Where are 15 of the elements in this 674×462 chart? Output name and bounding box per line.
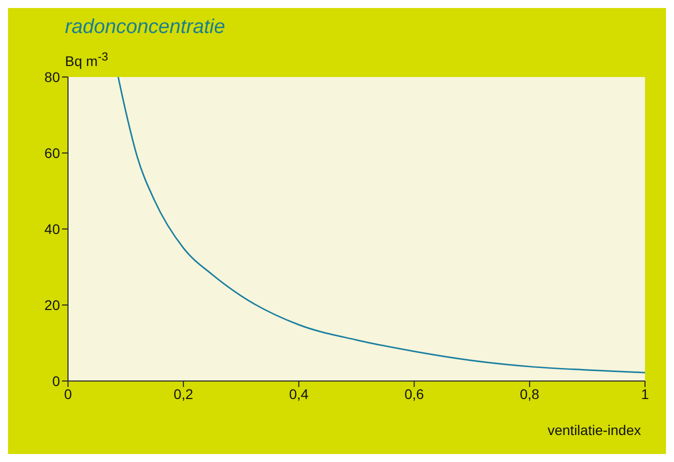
y-tick-label: 80 xyxy=(44,68,60,85)
y-tick-label: 20 xyxy=(44,296,60,313)
x-tick-label: 0,6 xyxy=(404,386,424,402)
y-tick-label: 40 xyxy=(44,220,60,237)
x-axis-title: ventilatie-index xyxy=(548,422,641,438)
line-series xyxy=(117,77,645,374)
chart-title: radonconcentratie xyxy=(65,16,226,39)
x-tick-label: 0 xyxy=(64,386,72,402)
x-tick-label: 1 xyxy=(641,386,650,402)
y-tick-label: 0 xyxy=(52,372,60,389)
x-tick-label: 0,2 xyxy=(174,386,194,402)
y-axis-title: Bq m$^{-3}$ xyxy=(65,50,108,69)
y-tick-label: 60 xyxy=(44,144,60,161)
x-tick-label: 0,4 xyxy=(289,386,309,402)
x-tick-label: 0,8 xyxy=(520,386,540,402)
